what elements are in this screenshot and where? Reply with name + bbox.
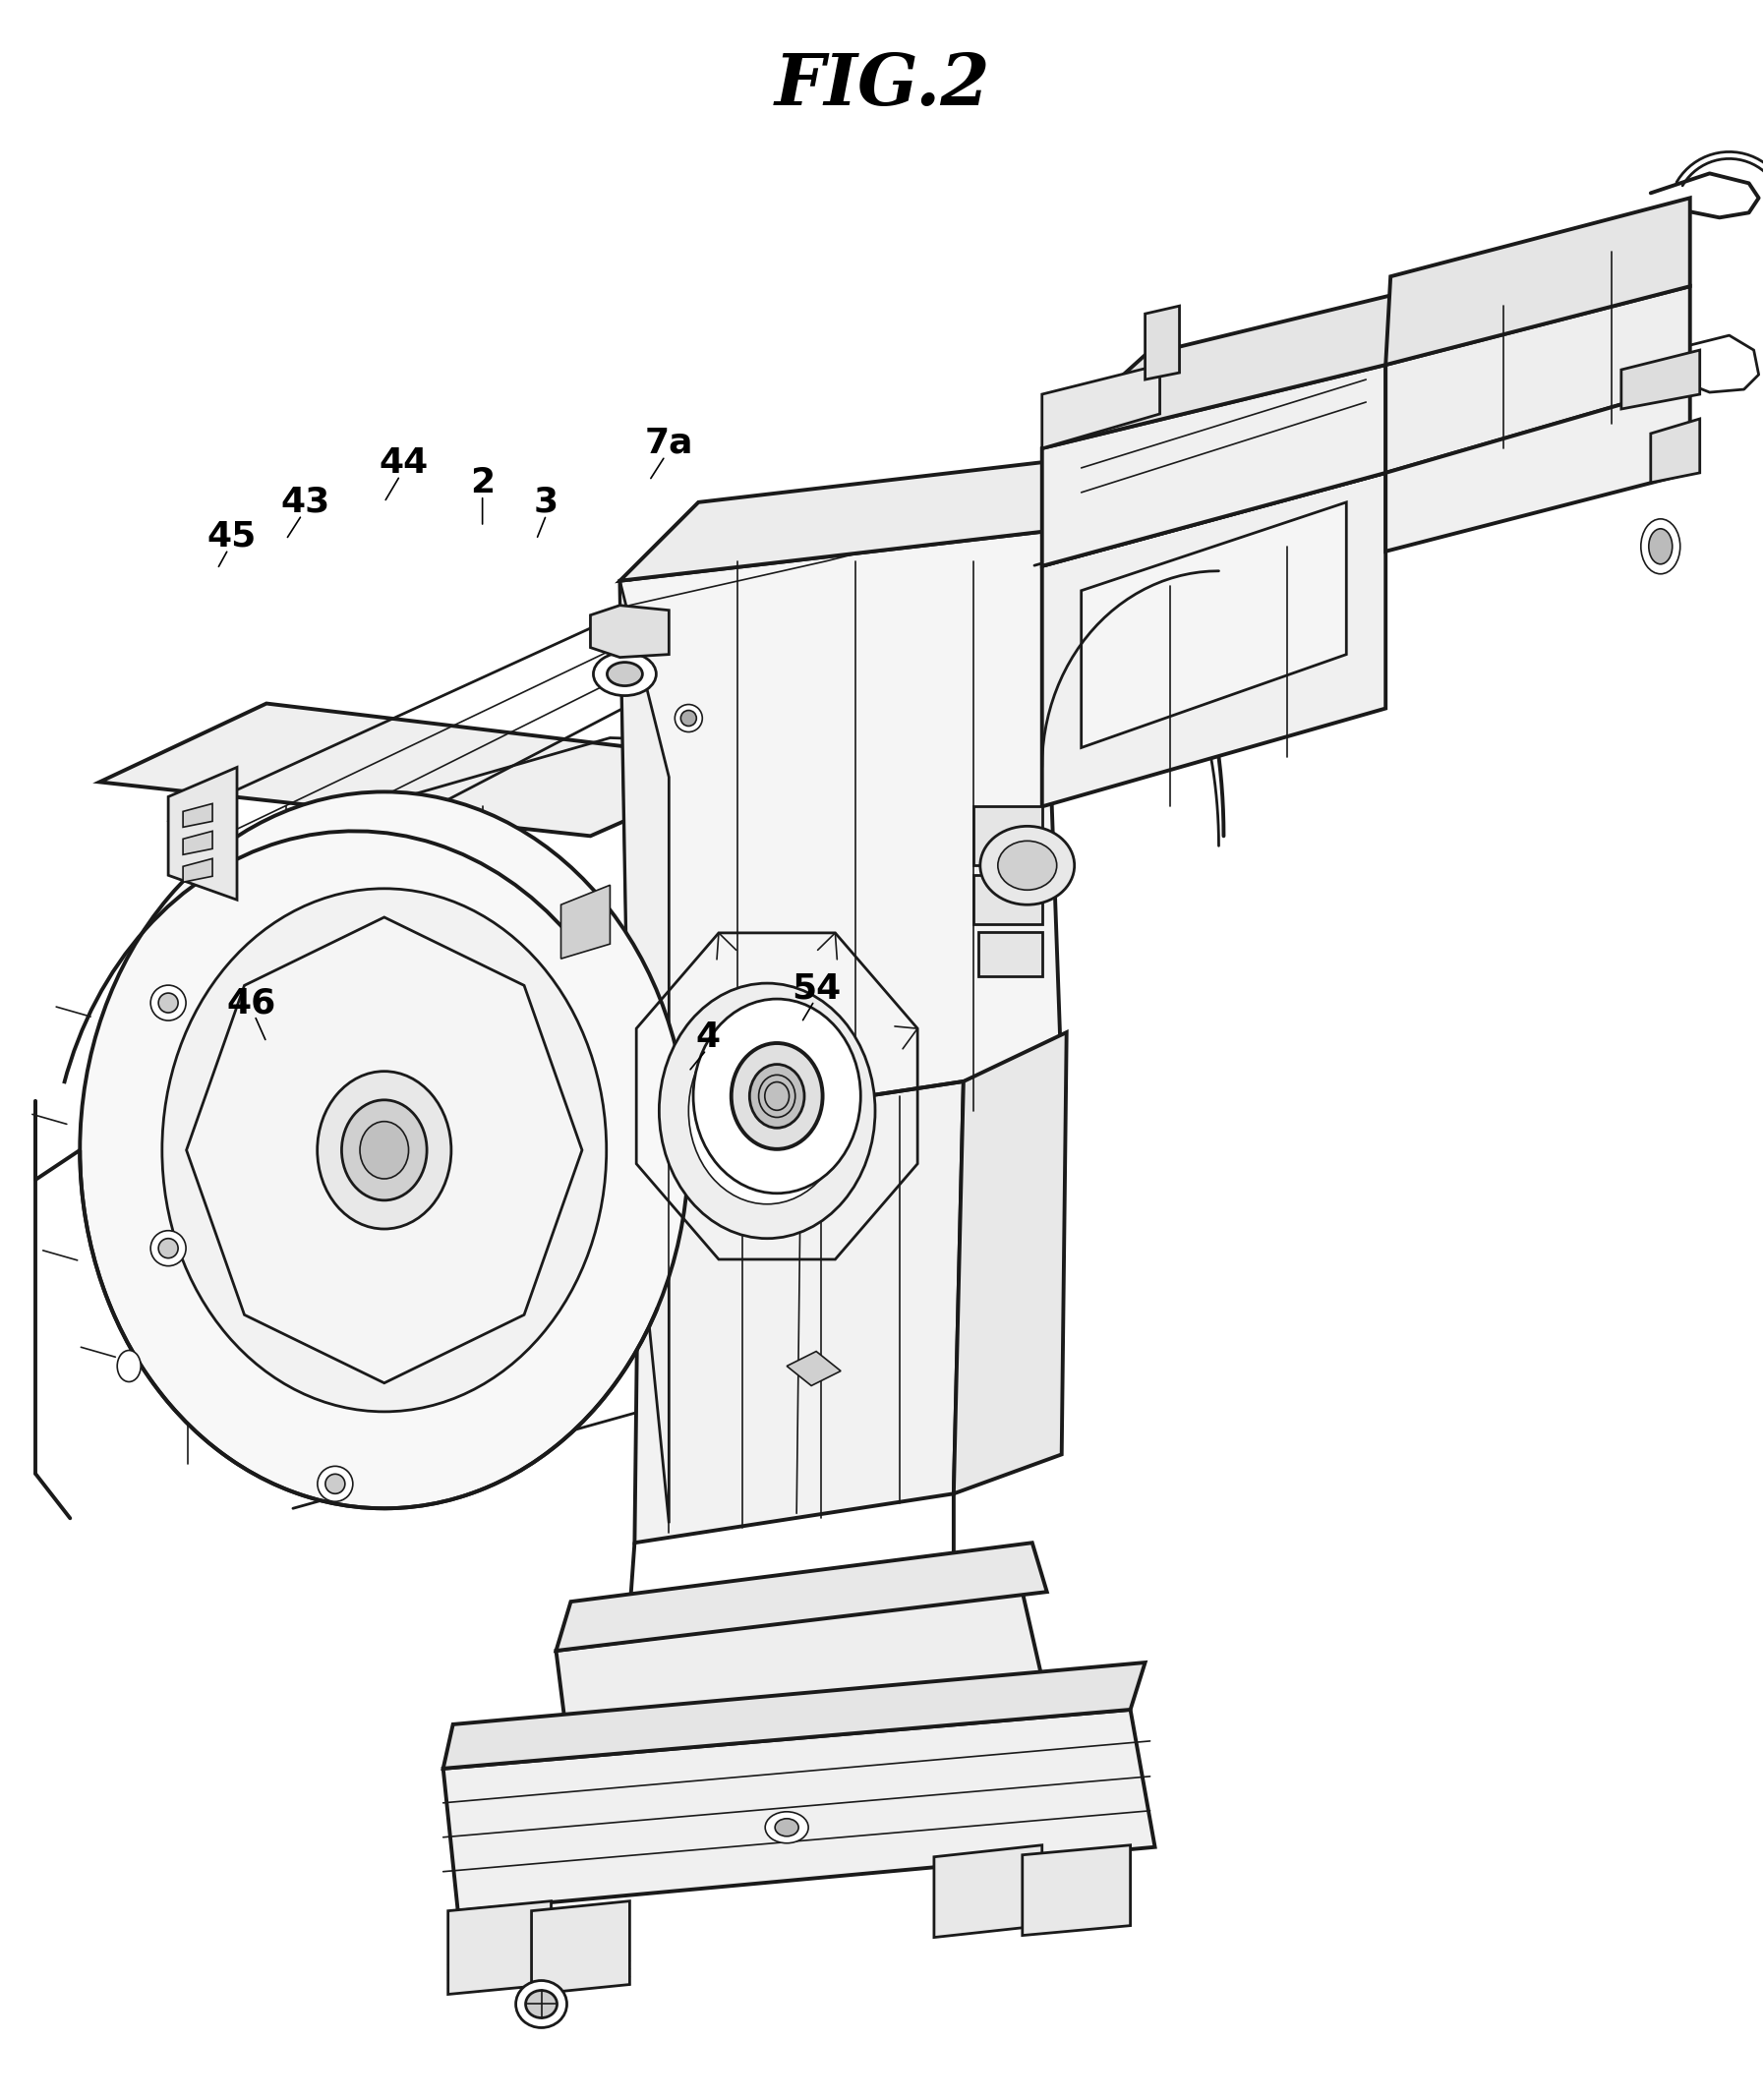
Ellipse shape: [150, 1230, 185, 1266]
Ellipse shape: [79, 791, 688, 1509]
Ellipse shape: [159, 993, 178, 1012]
Polygon shape: [187, 917, 582, 1383]
Ellipse shape: [732, 1043, 822, 1148]
Text: 54: 54: [792, 972, 841, 1005]
Ellipse shape: [693, 999, 861, 1194]
Polygon shape: [443, 1662, 1145, 1769]
Polygon shape: [1043, 374, 1489, 567]
Ellipse shape: [660, 982, 875, 1238]
Polygon shape: [954, 1033, 1067, 1494]
Polygon shape: [1387, 285, 1690, 472]
Ellipse shape: [1649, 529, 1672, 565]
Polygon shape: [1387, 384, 1690, 552]
Text: 7a: 7a: [644, 426, 693, 460]
Polygon shape: [591, 605, 669, 657]
Ellipse shape: [526, 1990, 557, 2017]
Ellipse shape: [750, 1064, 804, 1127]
Ellipse shape: [981, 827, 1074, 905]
Polygon shape: [1387, 197, 1690, 365]
Polygon shape: [168, 768, 236, 900]
Polygon shape: [1043, 365, 1161, 449]
Ellipse shape: [360, 1121, 409, 1180]
Polygon shape: [1023, 1845, 1131, 1935]
Ellipse shape: [162, 888, 607, 1413]
Polygon shape: [556, 1591, 1048, 1769]
Polygon shape: [787, 1352, 841, 1385]
Ellipse shape: [342, 1100, 427, 1201]
Ellipse shape: [159, 1238, 178, 1257]
Ellipse shape: [217, 953, 552, 1348]
Polygon shape: [448, 1902, 550, 1994]
Text: 43: 43: [280, 485, 330, 518]
Ellipse shape: [607, 663, 642, 686]
Polygon shape: [974, 806, 1043, 865]
Polygon shape: [1651, 420, 1700, 483]
Polygon shape: [556, 1543, 1048, 1650]
Ellipse shape: [515, 1981, 566, 2028]
Ellipse shape: [593, 653, 656, 695]
Ellipse shape: [688, 1018, 845, 1205]
Text: FIG.2: FIG.2: [774, 50, 990, 120]
Polygon shape: [1043, 365, 1387, 567]
Ellipse shape: [998, 842, 1057, 890]
Text: 2: 2: [469, 466, 494, 500]
Ellipse shape: [116, 1350, 141, 1381]
Polygon shape: [1081, 502, 1346, 747]
Ellipse shape: [318, 1467, 353, 1501]
Polygon shape: [1043, 472, 1387, 806]
Ellipse shape: [325, 1473, 346, 1494]
Text: 45: 45: [208, 521, 258, 554]
Polygon shape: [619, 531, 1062, 1131]
Ellipse shape: [774, 1818, 799, 1837]
Polygon shape: [1145, 306, 1180, 380]
Ellipse shape: [150, 984, 185, 1020]
Ellipse shape: [766, 1811, 808, 1843]
Polygon shape: [531, 1902, 630, 1994]
Polygon shape: [99, 703, 757, 835]
Polygon shape: [183, 831, 212, 854]
Polygon shape: [1621, 351, 1700, 409]
Polygon shape: [619, 581, 669, 1524]
Text: 44: 44: [379, 447, 429, 481]
Text: 4: 4: [695, 1020, 720, 1054]
Text: 3: 3: [534, 485, 559, 518]
Ellipse shape: [681, 709, 697, 726]
Polygon shape: [183, 858, 212, 882]
Text: 46: 46: [228, 987, 277, 1020]
Polygon shape: [979, 932, 1043, 976]
Ellipse shape: [676, 705, 702, 733]
Ellipse shape: [318, 1070, 452, 1228]
Polygon shape: [933, 1845, 1043, 1937]
Polygon shape: [443, 1711, 1155, 1910]
Polygon shape: [635, 1081, 963, 1543]
Ellipse shape: [1641, 518, 1679, 573]
Polygon shape: [561, 886, 610, 959]
Polygon shape: [974, 875, 1043, 924]
Polygon shape: [1043, 271, 1489, 449]
Polygon shape: [183, 804, 212, 827]
Polygon shape: [619, 453, 1120, 581]
